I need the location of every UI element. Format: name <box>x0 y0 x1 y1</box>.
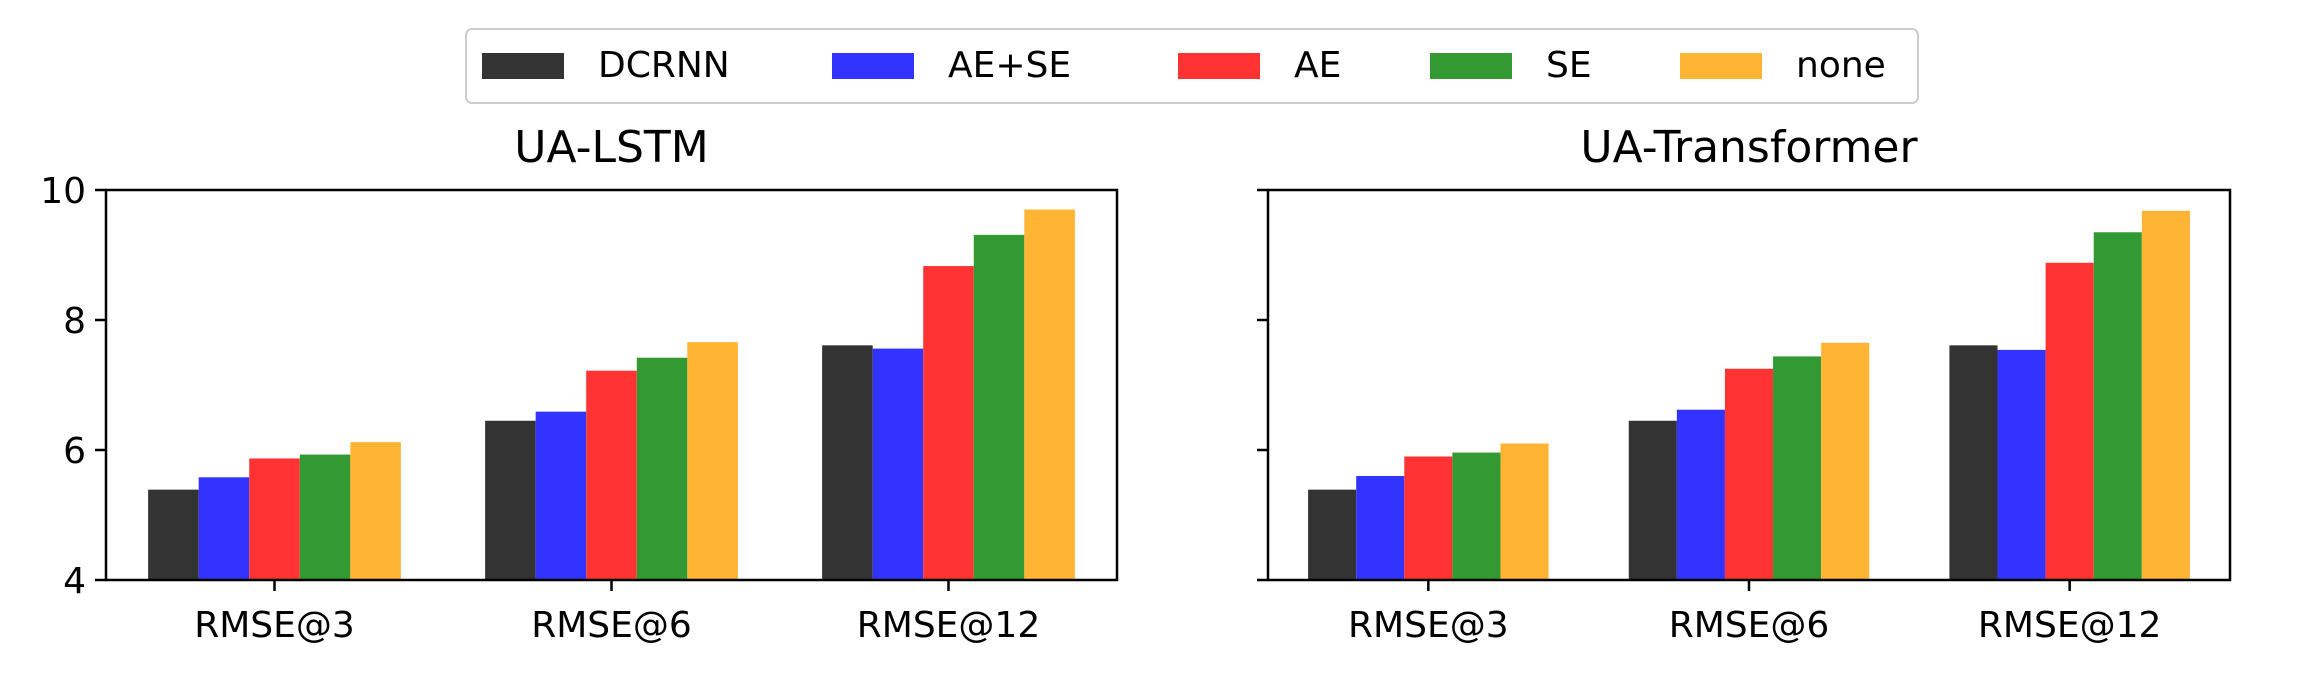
bar-none-rmse-6 <box>687 342 738 580</box>
bar-dcrnn-rmse-12 <box>1949 345 1998 580</box>
bar-dcrnn-rmse-12 <box>822 345 873 580</box>
panel-ua-transformer: UA-Transformer RMSE@3 RMSE@6 RMSE@12 <box>1257 122 2232 646</box>
bar-none-rmse-12 <box>1024 209 1075 580</box>
legend-label: AE+SE <box>948 45 1071 86</box>
bar-none-rmse-12 <box>2141 210 2190 581</box>
legend-item-se: SE <box>1430 45 1592 86</box>
bar-ae-rmse-3 <box>249 458 300 580</box>
y-tick-label: 10 <box>40 171 86 212</box>
x-tick-label-rmse-12: RMSE@12 <box>857 605 1040 646</box>
bar-se-rmse-12 <box>2093 232 2142 580</box>
bar-se-rmse-3 <box>299 454 351 580</box>
legend: DCRNN AE+SE AE SE none <box>465 28 1919 104</box>
legend-item-none: none <box>1680 45 1886 86</box>
bar-ae-se-rmse-3 <box>198 477 250 580</box>
bar-none-rmse-3 <box>1500 443 1549 580</box>
x-tick-label-rmse-6: RMSE@6 <box>531 605 692 646</box>
bar-dcrnn-rmse-6 <box>1628 420 1677 580</box>
legend-swatch <box>1430 53 1512 79</box>
bar-ae-rmse-6 <box>1724 368 1774 580</box>
bar-ae-se-rmse-6 <box>1676 409 1725 580</box>
bar-se-rmse-6 <box>1773 356 1822 580</box>
legend-label: AE <box>1294 45 1341 86</box>
bar-ae-se-rmse-6 <box>535 411 587 580</box>
bar-ae-rmse-6 <box>586 370 637 580</box>
panel-title: UA-LSTM <box>514 122 709 173</box>
y-tick-label: 6 <box>63 431 86 472</box>
bar-ae-rmse-3 <box>1404 456 1453 580</box>
x-tick-label-rmse-3: RMSE@3 <box>194 605 355 646</box>
panel-ua-lstm: UA-LSTM 4 6 8 10 RMSE@3 RMSE@6 RMSE@12 <box>40 122 1119 646</box>
x-tick-label-rmse-3: RMSE@3 <box>1348 605 1509 646</box>
bar-none-rmse-6 <box>1821 342 1870 580</box>
legend-swatch <box>832 53 914 79</box>
legend-swatch <box>1680 53 1762 79</box>
bar-ae-se-rmse-12 <box>1997 349 2046 580</box>
legend-label: DCRNN <box>598 45 730 86</box>
legend-swatch <box>482 53 564 79</box>
bar-none-rmse-3 <box>350 442 401 580</box>
y-tick-label: 4 <box>63 561 86 602</box>
bar-ae-se-rmse-3 <box>1356 476 1405 580</box>
legend-swatch <box>1178 53 1260 79</box>
legend-item-ae: AE <box>1178 45 1341 86</box>
legend-item-ae-se: AE+SE <box>832 45 1071 86</box>
bar-dcrnn-rmse-3 <box>1308 489 1357 580</box>
x-tick-label-rmse-6: RMSE@6 <box>1669 605 1830 646</box>
x-tick-label-rmse-12: RMSE@12 <box>1978 605 2161 646</box>
legend-item-dcrnn: DCRNN <box>482 45 730 86</box>
bar-se-rmse-6 <box>636 357 688 580</box>
bar-se-rmse-3 <box>1452 452 1501 580</box>
bar-dcrnn-rmse-6 <box>485 420 536 580</box>
legend-label: SE <box>1546 45 1592 86</box>
bar-se-rmse-12 <box>973 234 1025 580</box>
bar-ae-se-rmse-12 <box>872 348 924 580</box>
legend-label: none <box>1796 45 1886 86</box>
panel-title: UA-Transformer <box>1580 122 1918 173</box>
bar-dcrnn-rmse-3 <box>148 489 199 580</box>
bar-ae-rmse-12 <box>923 266 974 580</box>
y-tick-label: 8 <box>63 301 86 342</box>
bar-ae-rmse-12 <box>2045 262 2094 580</box>
